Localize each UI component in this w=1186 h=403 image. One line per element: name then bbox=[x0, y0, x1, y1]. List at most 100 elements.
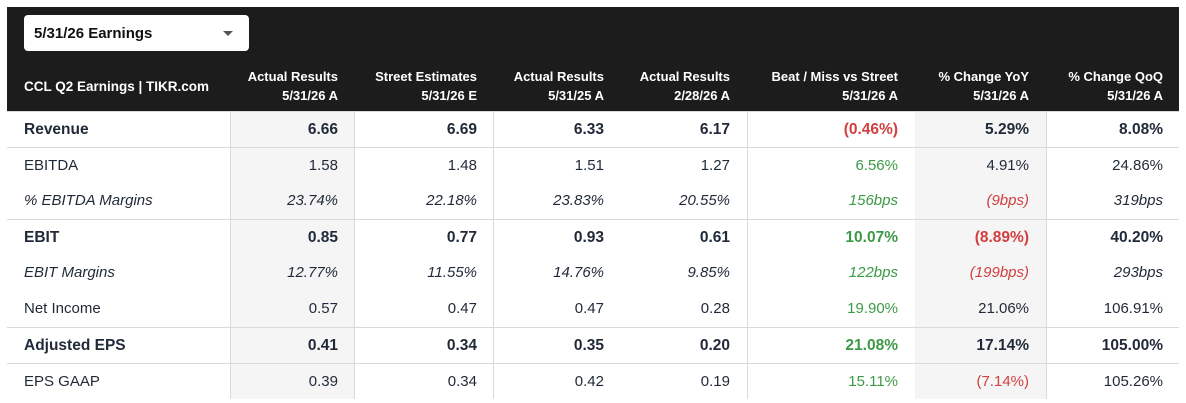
table-cell: 0.35 bbox=[573, 337, 604, 354]
column-header-change-yoy[interactable]: % Change YoY 5/31/26 A bbox=[915, 67, 1029, 105]
table-cell: 40.20% bbox=[1110, 229, 1163, 246]
column-header-actual-5-31-25[interactable]: Actual Results 5/31/25 A bbox=[494, 67, 604, 105]
table-cell: 0.42 bbox=[574, 373, 604, 390]
table-cell: 293bps bbox=[1113, 264, 1163, 281]
table-cell: 105.00% bbox=[1101, 337, 1163, 354]
table-cell: 1.27 bbox=[700, 157, 730, 174]
table-cell: 0.57 bbox=[308, 300, 338, 317]
table-cell: 0.19 bbox=[700, 373, 730, 390]
period-select-dropdown[interactable]: 5/31/26 Earnings bbox=[24, 15, 249, 51]
table-cell: 0.41 bbox=[307, 337, 338, 354]
column-header-line2: 5/31/26 A bbox=[973, 88, 1029, 103]
column-header-line1: % Change YoY bbox=[938, 69, 1029, 84]
column-header-line2: 5/31/26 A bbox=[282, 88, 338, 103]
column-header-street-estimates[interactable]: Street Estimates 5/31/26 E bbox=[355, 67, 477, 105]
table-cell: 23.74% bbox=[287, 192, 338, 209]
column-header-change-qoq[interactable]: % Change QoQ 5/31/26 A bbox=[1046, 67, 1163, 105]
table-cell: 6.56% bbox=[855, 157, 898, 174]
table-cell: 106.91% bbox=[1103, 300, 1163, 317]
table-cell: (9bps) bbox=[986, 192, 1029, 209]
table-cell: 0.93 bbox=[573, 229, 604, 246]
table-cell: (199bps) bbox=[969, 264, 1029, 281]
column-divider bbox=[354, 111, 355, 399]
table-cell: 21.06% bbox=[978, 300, 1029, 317]
row-label: EPS GAAP bbox=[24, 373, 100, 390]
column-header-line1: Beat / Miss vs Street bbox=[771, 69, 898, 84]
table-row[interactable]: % EBITDA Margins 23.74% 22.18% 23.83% 20.55%… bbox=[7, 183, 1179, 219]
column-header-actual-2-28-26[interactable]: Actual Results 2/28/26 A bbox=[620, 67, 730, 105]
row-label: EBIT Margins bbox=[24, 264, 115, 281]
table-cell: 0.20 bbox=[699, 337, 730, 354]
table-cell: 20.55% bbox=[679, 192, 730, 209]
table-cell: 0.34 bbox=[446, 337, 477, 354]
table-cell: 10.07% bbox=[845, 229, 898, 246]
table-row[interactable]: Net Income 0.57 0.47 0.47 0.28 19.90% 21.06% 10… bbox=[7, 291, 1179, 327]
table-cell: 6.33 bbox=[573, 121, 604, 138]
table-title: CCL Q2 Earnings | TIKR.com bbox=[24, 79, 210, 94]
table-cell: 24.86% bbox=[1112, 157, 1163, 174]
table-cell: 4.91% bbox=[986, 157, 1029, 174]
table-cell: 6.69 bbox=[446, 121, 477, 138]
column-header-beat-miss[interactable]: Beat / Miss vs Street 5/31/26 A bbox=[748, 67, 898, 105]
row-label: % EBITDA Margins bbox=[24, 192, 153, 209]
table-cell: 319bps bbox=[1113, 192, 1163, 209]
row-label: EBITDA bbox=[24, 157, 79, 174]
column-header-line1: Actual Results bbox=[639, 69, 730, 84]
table-cell: 1.51 bbox=[574, 157, 604, 174]
table-row[interactable]: Adjusted EPS 0.41 0.34 0.35 0.20 21.08% 17.14%… bbox=[7, 327, 1179, 363]
table-cell: 0.39 bbox=[308, 373, 338, 390]
row-label: EBIT bbox=[24, 229, 60, 246]
table-cell: 9.85% bbox=[687, 264, 730, 281]
table-row[interactable]: EBIT 0.85 0.77 0.93 0.61 10.07% (8.89%) 40.20% bbox=[7, 219, 1179, 255]
table-row[interactable]: Revenue 6.66 6.69 6.33 6.17 (0.46%) 5.29% 8.08% bbox=[7, 111, 1179, 147]
table-cell: 0.61 bbox=[699, 229, 730, 246]
table-cell: 17.14% bbox=[976, 337, 1029, 354]
column-divider bbox=[747, 111, 748, 399]
column-divider bbox=[1046, 111, 1047, 399]
row-label: Net Income bbox=[24, 300, 101, 317]
table-cell: 1.48 bbox=[447, 157, 477, 174]
table-cell: 105.26% bbox=[1103, 373, 1163, 390]
table-row[interactable]: EPS GAAP 0.39 0.34 0.42 0.19 15.11% (7.14%) 105… bbox=[7, 363, 1179, 399]
table-cell: 0.28 bbox=[700, 300, 730, 317]
column-header-line1: Actual Results bbox=[247, 69, 338, 84]
column-header-line2: 5/31/26 E bbox=[421, 88, 477, 103]
table-cell: 21.08% bbox=[845, 337, 898, 354]
table-row[interactable]: EBITDA 1.58 1.48 1.51 1.27 6.56% 4.91% 24.86% bbox=[7, 147, 1179, 183]
table-cell: 0.47 bbox=[574, 300, 604, 317]
column-divider bbox=[493, 111, 494, 399]
table-cell: 15.11% bbox=[848, 373, 898, 390]
table-cell: 6.17 bbox=[699, 121, 730, 138]
chevron-down-icon[interactable] bbox=[223, 31, 233, 36]
column-header-line1: Street Estimates bbox=[375, 69, 477, 84]
table-row[interactable]: EBIT Margins 12.77% 11.55% 14.76% 9.85% 122bp… bbox=[7, 255, 1179, 291]
table-cell: 156bps bbox=[848, 192, 898, 209]
table-cell: 23.83% bbox=[553, 192, 604, 209]
column-header-actual-5-31-26[interactable]: Actual Results 5/31/26 A bbox=[230, 67, 338, 105]
column-divider bbox=[230, 111, 231, 399]
column-header-line1: % Change QoQ bbox=[1068, 69, 1163, 84]
column-shade-yoy bbox=[915, 111, 1046, 399]
table-cell: 6.66 bbox=[307, 121, 338, 138]
table-cell: (8.89%) bbox=[974, 229, 1029, 246]
table-cell: 0.34 bbox=[447, 373, 477, 390]
table-cell: 122bps bbox=[848, 264, 898, 281]
column-shade-actual bbox=[230, 111, 354, 399]
table-cell: 22.18% bbox=[426, 192, 477, 209]
table-cell: 5.29% bbox=[985, 121, 1029, 138]
column-header-line2: 5/31/25 A bbox=[548, 88, 604, 103]
table-cell: 0.47 bbox=[447, 300, 477, 317]
column-header-line2: 5/31/26 A bbox=[842, 88, 898, 103]
table-cell: (7.14%) bbox=[976, 373, 1029, 390]
table-cell: 12.77% bbox=[287, 264, 338, 281]
table-cell: 8.08% bbox=[1119, 121, 1163, 138]
table-cell: 11.55% bbox=[427, 264, 477, 281]
table-cell: (0.46%) bbox=[843, 121, 898, 138]
table-cell: 0.77 bbox=[446, 229, 477, 246]
table-cell: 19.90% bbox=[847, 300, 898, 317]
row-label: Revenue bbox=[24, 121, 89, 138]
table-cell: 0.85 bbox=[307, 229, 338, 246]
row-label: Adjusted EPS bbox=[24, 337, 126, 354]
period-select-value: 5/31/26 Earnings bbox=[34, 24, 153, 42]
column-header-line1: Actual Results bbox=[513, 69, 604, 84]
